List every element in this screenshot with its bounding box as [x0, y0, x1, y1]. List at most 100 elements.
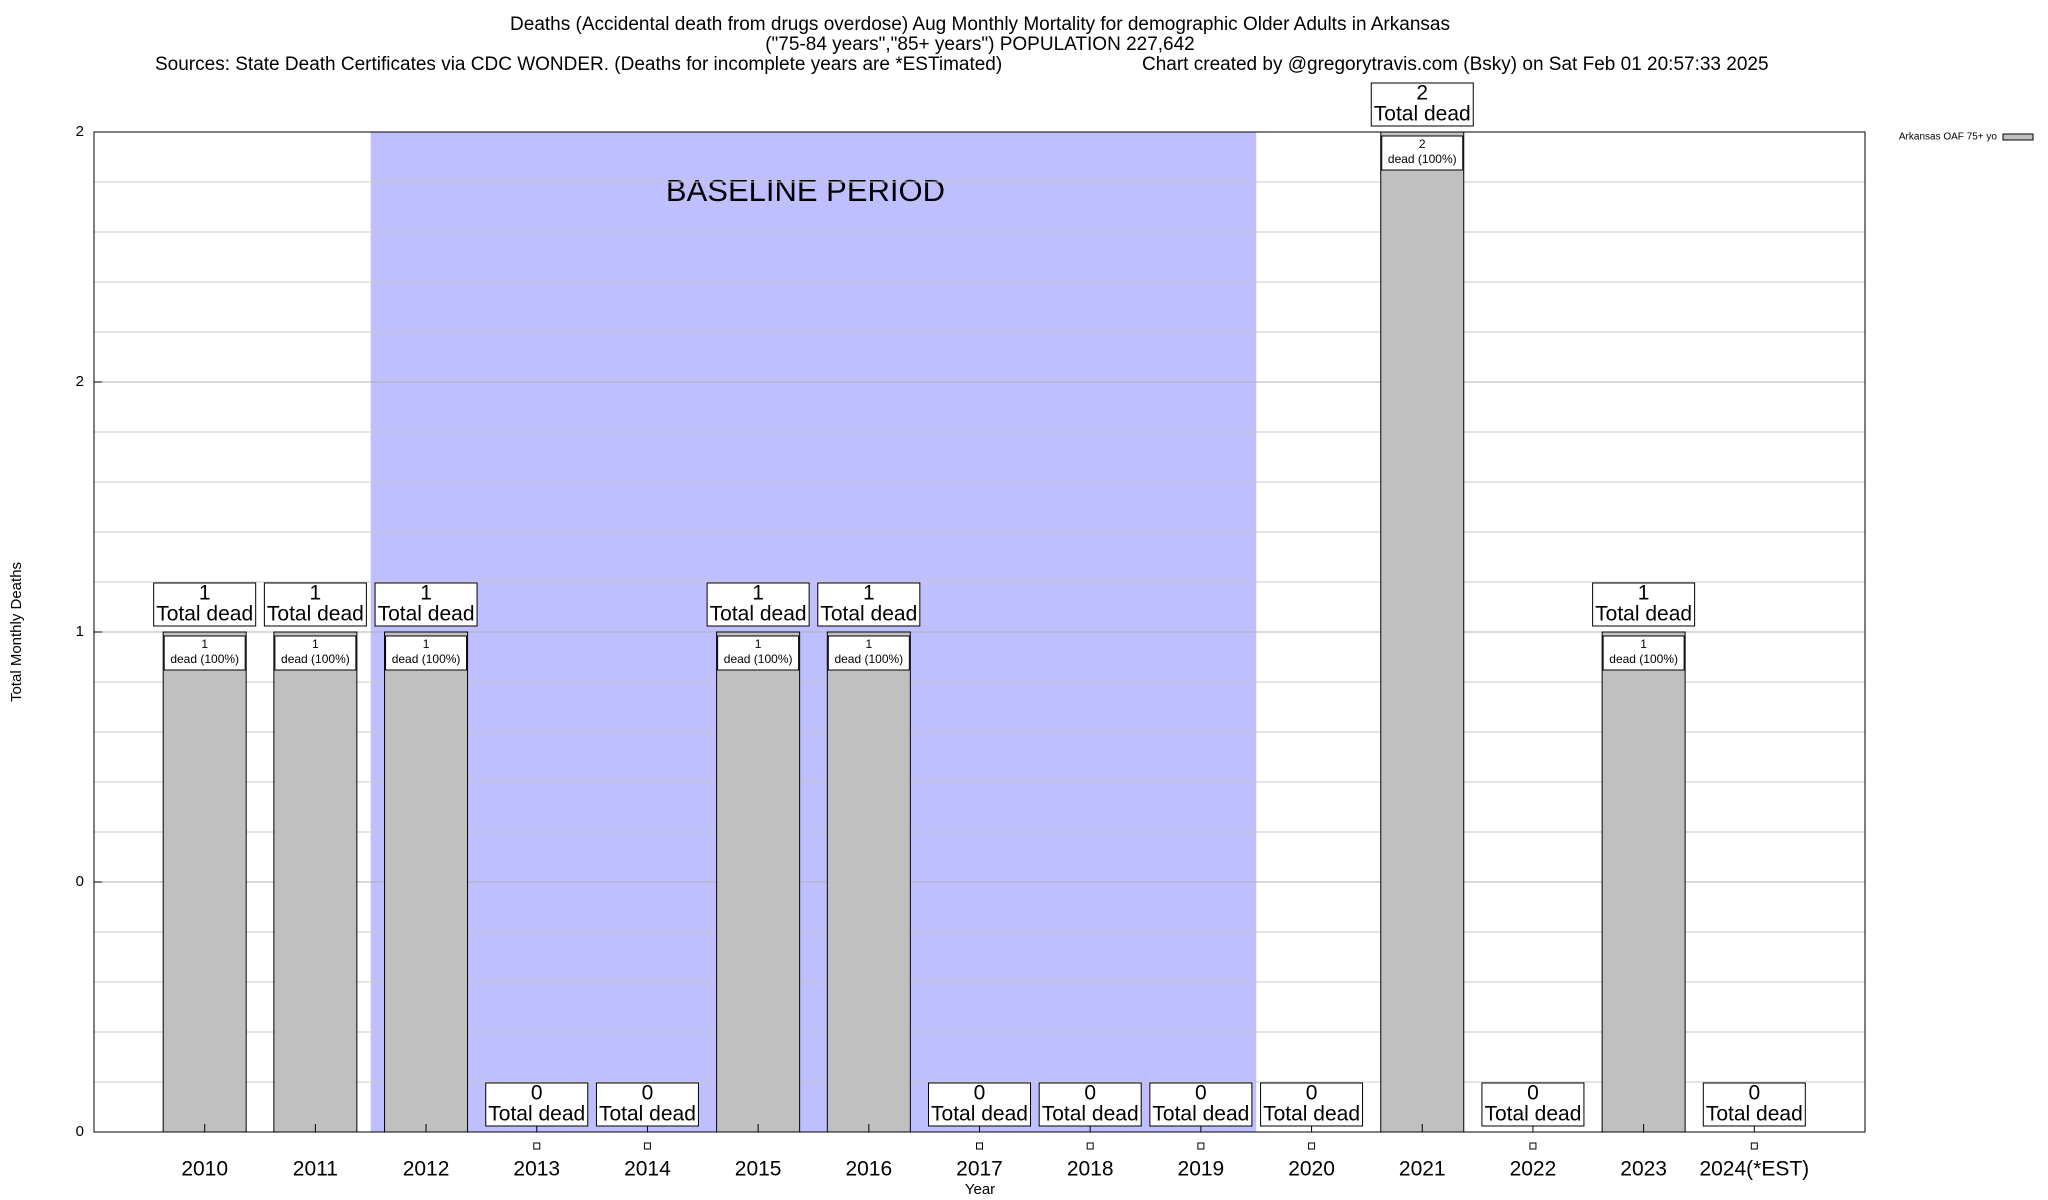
total-label-box [1038, 1082, 1142, 1127]
total-label-box [1592, 582, 1696, 627]
total-value-label: 0 [642, 1082, 654, 1105]
total-value-label: 0 [974, 1082, 986, 1105]
x-tick-label: 2015 [735, 1158, 782, 1181]
inner-value-label: 2 [1419, 137, 1426, 151]
total-value-label: 0 [1195, 1082, 1207, 1105]
total-value-label: 0 [1748, 1082, 1760, 1105]
bar [716, 631, 801, 1133]
total-label-box [928, 1082, 1031, 1127]
zero-marker [976, 1142, 983, 1150]
x-tick-label: 2019 [1178, 1158, 1225, 1181]
zero-marker [1308, 1142, 1316, 1150]
x-axis-label: Year [965, 1181, 995, 1198]
inner-label-text: dead (100%) [281, 652, 350, 666]
total-label-text: Total dead [1263, 1103, 1360, 1126]
total-label-box [153, 582, 257, 627]
total-label-box [817, 582, 921, 627]
total-value-label: 1 [199, 582, 211, 605]
inner-value-label: 1 [423, 637, 430, 651]
x-tick-label: 2021 [1399, 1158, 1446, 1181]
total-label-box [1481, 1082, 1585, 1127]
total-value-label: 1 [420, 582, 432, 605]
total-label-text: Total dead [1706, 1103, 1803, 1126]
inner-label-text: dead (100%) [834, 652, 903, 666]
legend-swatch [2002, 133, 2034, 141]
inner-label-box [385, 635, 468, 671]
source: Sources: State Death Certificates via CD… [155, 54, 1002, 75]
inner-label-text: dead (100%) [724, 652, 793, 666]
total-label-text: Total dead [1374, 103, 1471, 126]
x-tick-label: 2013 [513, 1158, 560, 1181]
total-label-text: Total dead [820, 603, 917, 626]
bar [1601, 631, 1686, 1133]
x-tick-label: 2020 [1288, 1158, 1335, 1181]
y-tick-label: 2 [76, 373, 84, 390]
inner-label-text: dead (100%) [392, 652, 461, 666]
y-tick-label: 2 [76, 123, 84, 140]
zero-marker [1197, 1142, 1205, 1150]
total-label-text: Total dead [1484, 1103, 1581, 1126]
inner-label-box [717, 635, 800, 671]
zero-marker [533, 1142, 541, 1150]
y-tick-label: 1 [76, 623, 84, 640]
total-label-box [1370, 82, 1474, 127]
inner-label-text: dead (100%) [1609, 652, 1678, 666]
inner-label-box [274, 635, 357, 671]
bar [384, 631, 469, 1133]
inner-label-box [827, 635, 910, 671]
total-value-label: 0 [1306, 1082, 1318, 1105]
total-label-box [374, 582, 478, 627]
bar [273, 631, 358, 1133]
total-label-box [706, 582, 810, 627]
y-axis-label: Total Monthly Deaths [8, 562, 25, 702]
inner-label-box [163, 635, 246, 671]
bar [1380, 131, 1465, 1133]
inner-value-label: 1 [201, 637, 208, 651]
baseline-label: BASELINE PERIOD [666, 173, 945, 208]
total-label-text: Total dead [599, 1103, 696, 1126]
inner-label-text: dead (100%) [170, 652, 239, 666]
total-label-box [595, 1082, 699, 1127]
inner-label-box [1602, 635, 1685, 671]
inner-value-label: 1 [755, 637, 762, 651]
inner-value-label: 1 [1640, 637, 1647, 651]
total-label-box [1260, 1082, 1364, 1127]
total-value-label: 1 [863, 582, 875, 605]
total-value-label: 0 [1084, 1082, 1096, 1105]
total-label-box [485, 1082, 589, 1127]
total-label-text: Total dead [488, 1103, 585, 1126]
x-tick-label: 2024(*EST) [1699, 1158, 1809, 1181]
x-tick-label: 2016 [845, 1158, 892, 1181]
total-label-text: Total dead [156, 603, 253, 626]
x-tick-label: 2011 [293, 1158, 338, 1181]
total-value-label: 1 [752, 582, 764, 605]
total-label-box [1149, 1082, 1253, 1127]
bar [162, 631, 247, 1133]
total-label-text: Total dead [378, 603, 475, 626]
credit: Chart created by @gregorytravis.com (Bsk… [1142, 54, 1769, 75]
zero-marker [1750, 1142, 1758, 1150]
total-value-label: 0 [531, 1082, 543, 1105]
total-label-box [1702, 1082, 1806, 1127]
x-tick-label: 2014 [624, 1158, 671, 1181]
total-label-text: Total dead [1042, 1103, 1139, 1126]
bar [826, 631, 911, 1133]
total-label-text: Total dead [267, 603, 364, 626]
x-tick-label: 2018 [1067, 1158, 1114, 1181]
total-label-box [263, 582, 367, 627]
y-tick-label: 0 [76, 873, 84, 890]
inner-value-label: 1 [312, 637, 319, 651]
total-label-text: Total dead [1595, 603, 1692, 626]
inner-value-label: 1 [865, 637, 872, 651]
total-value-label: 1 [1638, 582, 1650, 605]
y-tick-label: 0 [76, 1123, 84, 1140]
zero-marker [1086, 1142, 1094, 1150]
x-tick-label: 2017 [956, 1158, 1003, 1181]
inner-label-text: dead (100%) [1388, 152, 1457, 166]
total-label-text: Total dead [710, 603, 807, 626]
zero-marker [643, 1142, 651, 1150]
inner-label-box [1381, 135, 1464, 171]
chart-title: Deaths (Accidental death from drugs over… [510, 14, 1450, 35]
chart-subtitle: ("75-84 years","85+ years") POPULATION 2… [765, 34, 1195, 55]
